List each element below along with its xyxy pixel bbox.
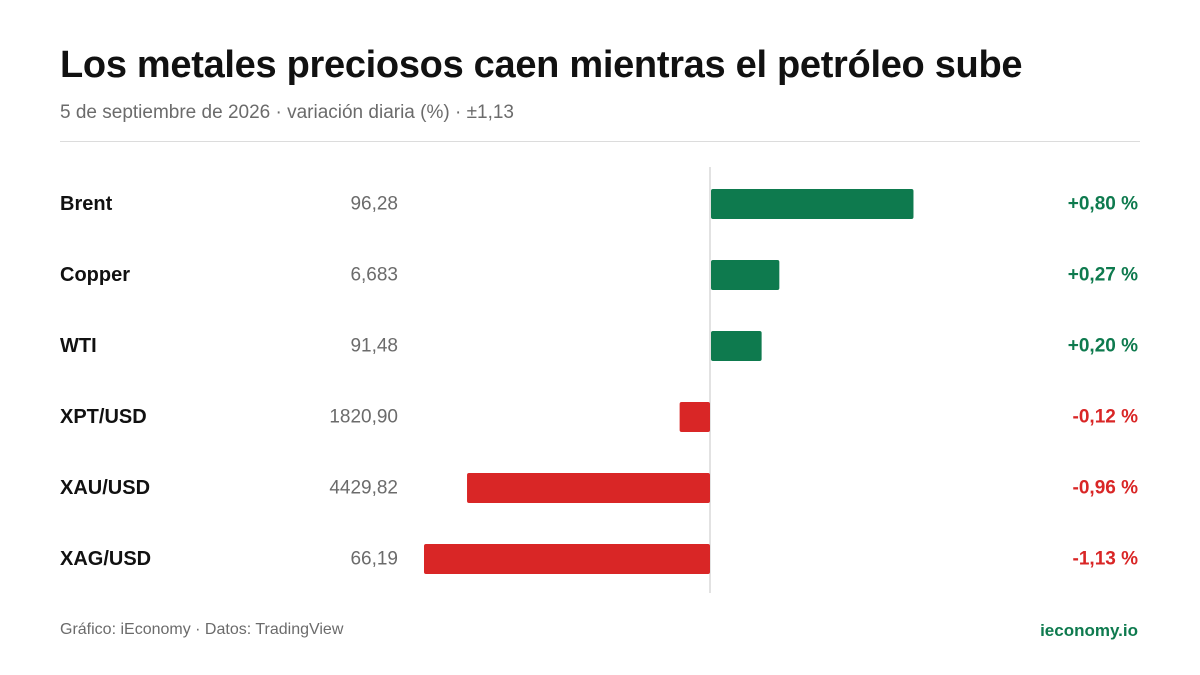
price-label-xpt-usd: 1820,90 (329, 407, 398, 428)
brand-link[interactable]: ieconomy.io (1040, 621, 1138, 640)
category-label-xau-usd: XAU/USD (60, 477, 150, 499)
bar-xag-usd (424, 544, 710, 574)
header-divider (60, 141, 1140, 142)
value-label-xau-usd: -0,96 % (1073, 478, 1139, 499)
category-label-xpt-usd: XPT/USD (60, 406, 147, 428)
bar-chart: Brent 96,28 +0,80 % Copper 6,683 +0,27 % WTI 91… (60, 167, 1139, 593)
price-label-copper: 6,683 (350, 265, 398, 286)
price-label-xau-usd: 4429,82 (329, 478, 398, 499)
bar-copper (711, 260, 780, 290)
price-label-xag-usd: 66,19 (350, 549, 398, 570)
price-label-brent: 96,28 (350, 194, 398, 215)
bar-xpt-usd (679, 402, 710, 432)
chart-subtitle: 5 de septiembre de 2026 · variación diar… (60, 102, 514, 123)
bar-brent (711, 189, 914, 219)
source-credit: Gráfico: iEconomy · Datos: TradingView (60, 621, 344, 638)
value-label-xpt-usd: -0,12 % (1073, 407, 1139, 428)
price-label-wti: 91,48 (350, 336, 398, 357)
value-label-xag-usd: -1,13 % (1073, 549, 1139, 570)
value-label-wti: +0,20 % (1068, 336, 1138, 357)
value-label-brent: +0,80 % (1068, 194, 1138, 215)
chart-title: Los metales preciosos caen mientras el p… (60, 44, 1023, 86)
bar-xau-usd (467, 473, 710, 503)
value-label-copper: +0,27 % (1068, 265, 1138, 286)
bar-wti (711, 331, 762, 361)
category-label-brent: Brent (60, 193, 113, 215)
category-label-copper: Copper (60, 264, 130, 286)
category-label-xag-usd: XAG/USD (60, 548, 151, 570)
category-label-wti: WTI (60, 335, 97, 357)
